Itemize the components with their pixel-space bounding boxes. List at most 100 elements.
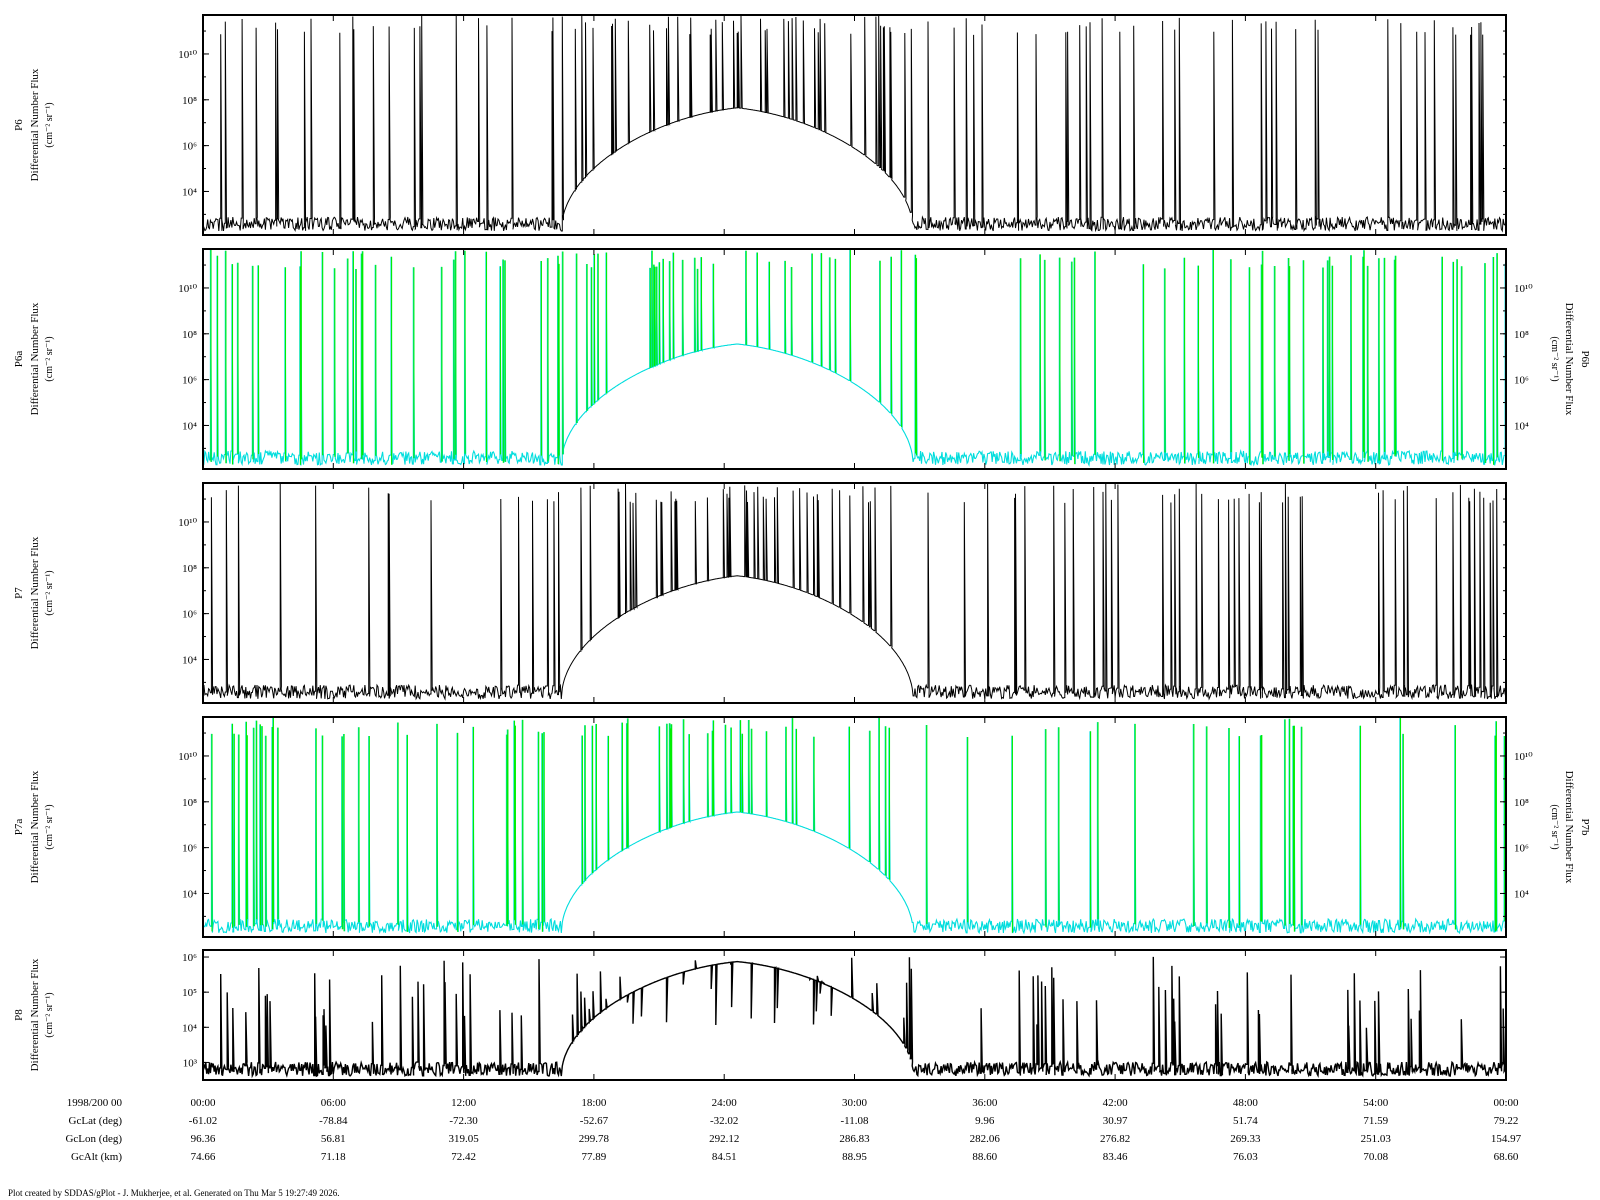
ytick-label-p6-3: 10⁴ [182,186,197,198]
ylabel-right-units-p6ab: (cm⁻² sr⁻¹) [1549,336,1560,381]
ylabel-right-title-p6ab: Differential Number Flux [1563,303,1575,416]
panel-p6: 10¹⁰ 10⁸ 10⁶ 10⁴ P6 Differential Number Flux(… [13,14,1507,236]
trace-p6ab-cyan [203,249,1506,467]
ephemeris-value-0-8: 51.74 [1233,1115,1258,1127]
x-tick-label-2: 12:00 [451,1097,477,1109]
ylabel-title-p6ab: Differential Number Flux [29,302,41,415]
panel-p7ab: 10¹⁰ 10¹⁰ 10⁸ 10⁸ 10⁶ 10⁶ 10⁴ 10⁴ P7a Differentia… [13,716,1591,938]
ylabel-right-name-p7ab: P7b [1579,818,1591,836]
ytick-right-label-p7ab-3: 10⁴ [1514,888,1529,900]
ylabel-units-p6: (cm⁻² sr⁻¹) [44,102,55,147]
ytick-label-p6ab-0: 10¹⁰ [178,283,197,295]
x-tick-label-8: 48:00 [1233,1097,1259,1109]
x-tick-label-5: 30:00 [842,1097,868,1109]
ephemeris-value-2-6: 88.60 [972,1151,997,1163]
ephemeris-value-2-2: 72.42 [451,1151,476,1163]
ylabel-name-p6ab: P6a [13,351,25,368]
ytick-right-label-p6ab-1: 10⁸ [1514,329,1529,341]
trace-group-p8 [203,956,1506,1079]
ytick-label-p6-1: 10⁸ [182,95,197,107]
ephemeris-row-0: GcLat (deg) -61.02 -78.84 -72.30 -52.67 -32.0… [69,1115,1519,1127]
ytick-label-p7ab-3: 10⁴ [182,888,197,900]
ephemeris-label-2: GcAlt (km) [71,1151,122,1163]
ylabel-title-p8: Differential Number Flux [29,958,41,1071]
ylabel-units-p7ab: (cm⁻² sr⁻¹) [44,804,55,849]
ylabel-title-p7ab: Differential Number Flux [29,770,41,883]
ytick-label-p6-0: 10¹⁰ [178,49,197,61]
panel-p7: 10¹⁰ 10⁸ 10⁶ 10⁴ P7 Differential Number Flux(… [13,482,1507,704]
ephemeris-value-0-10: 79.22 [1494,1115,1519,1127]
x-tick-label-0: 00:00 [190,1097,216,1109]
ephemeris-value-0-3: -52.67 [580,1115,609,1127]
x-tick-label-4: 24:00 [712,1097,738,1109]
ephemeris-value-1-7: 276.82 [1100,1133,1130,1145]
x-tick-label-6: 36:00 [972,1097,998,1109]
trace-group-p7ab [203,717,1506,935]
ylabel-title-p6: Differential Number Flux [29,68,41,181]
frame-p7 [202,482,1507,704]
ylabel-name-p8: P8 [13,1009,25,1021]
ephemeris-label-1: GcLon (deg) [65,1133,122,1145]
x-tick-label-3: 18:00 [581,1097,607,1109]
ephemeris-value-0-5: -11.08 [840,1115,869,1127]
x-tick-label-9: 54:00 [1363,1097,1389,1109]
ephemeris-value-2-4: 84.51 [712,1151,737,1163]
frame-p8 [202,949,1507,1081]
ephemeris-value-0-2: -72.30 [449,1115,478,1127]
ephemeris-value-2-5: 88.95 [842,1151,867,1163]
trace-group-p6 [203,15,1506,233]
ytick-right-label-p7ab-2: 10⁶ [1514,843,1529,855]
ephemeris-label-0: GcLat (deg) [69,1115,123,1127]
ephemeris-value-2-9: 70.08 [1363,1151,1388,1163]
ephemeris-value-2-8: 76.03 [1233,1151,1258,1163]
ytick-label-p7-3: 10⁴ [182,654,197,666]
trace-group-p6ab [203,249,1506,467]
ylabel-p8: P8 Differential Number Flux (cm⁻² sr⁻¹) [13,958,55,1071]
ephemeris-value-2-1: 71.18 [321,1151,346,1163]
ytick-label-p6ab-2: 10⁶ [182,375,197,387]
ephemeris-value-0-6: 9.96 [975,1115,995,1127]
ylabel-name-p7ab: P7a [13,819,25,836]
ephemeris-value-0-0: -61.02 [189,1115,217,1127]
ytick-right-label-p6ab-2: 10⁶ [1514,375,1529,387]
ephemeris-value-0-1: -78.84 [319,1115,348,1127]
x-date-label: 1998/200 00 [67,1097,123,1109]
ytick-right-label-p6ab-3: 10⁴ [1514,420,1529,432]
ephemeris-value-1-6: 282.06 [970,1133,1001,1145]
ytick-label-p7ab-2: 10⁶ [182,843,197,855]
ephemeris-value-0-9: 71.59 [1363,1115,1388,1127]
trace-p7ab-green [211,717,1506,933]
ylabel-p7: P7 Differential Number Flux (cm⁻² sr⁻¹) [13,536,55,649]
panel-p6ab: 10¹⁰ 10¹⁰ 10⁸ 10⁸ 10⁶ 10⁶ 10⁴ 10⁴ P6a Differentia… [13,248,1591,470]
x-tick-label-10: 00:00 [1493,1097,1519,1109]
x-tick-label-7: 42:00 [1103,1097,1129,1109]
ephemeris-value-1-2: 319.05 [448,1133,479,1145]
ylabel-right-name-p6ab: P6b [1579,350,1591,368]
ytick-label-p7ab-0: 10¹⁰ [178,751,197,763]
trace-p6 [203,15,1506,233]
ephemeris-row-1: GcLon (deg) 96.36 56.81 319.05 299.78 292.12 2… [65,1133,1521,1145]
x-tick-label-1: 06:00 [321,1097,347,1109]
ytick-right-label-p6ab-0: 10¹⁰ [1514,283,1533,295]
frame-p6 [202,14,1507,236]
trace-p7 [203,483,1506,701]
frame-p6ab [202,248,1507,470]
ephemeris-row-2: GcAlt (km) 74.66 71.18 72.42 77.89 84.51 88.95… [71,1151,1519,1163]
ytick-label-p7-1: 10⁸ [182,563,197,575]
ephemeris-value-0-7: 30.97 [1103,1115,1128,1127]
ylabel-p6: P6 Differential Number Flux (cm⁻² sr⁻¹) [13,68,55,181]
ytick-label-p7-2: 10⁶ [182,609,197,621]
ylabel-right-units-p7ab: (cm⁻² sr⁻¹) [1549,804,1560,849]
ylabel-right-p7ab: P7b Differential Number Flux(cm⁻² sr⁻¹) [1549,771,1591,884]
ytick-right-label-p7ab-0: 10¹⁰ [1514,751,1533,763]
ephemeris-value-1-9: 251.03 [1361,1133,1392,1145]
ephemeris-value-2-10: 68.60 [1494,1151,1519,1163]
ephemeris-value-1-5: 286.83 [839,1133,870,1145]
x-axis: 1998/200 00 00:00 06:00 12:00 18:00 24:00 30:0… [65,1097,1521,1163]
ylabel-name-p7: P7 [13,587,25,599]
ephemeris-value-1-8: 269.33 [1230,1133,1261,1145]
ytick-label-p8-1: 10⁵ [182,987,197,999]
trace-p7ab-cyan [203,717,1506,935]
panel-p8: 10⁶ 10⁵ 10⁴ 10³ P8 Differential Number Flux (c… [13,949,1507,1081]
